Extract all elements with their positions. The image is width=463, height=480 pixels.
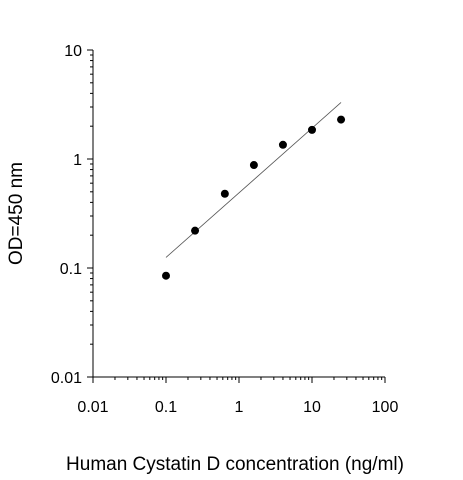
data-point [220, 189, 229, 198]
data-point [162, 271, 170, 280]
data-points [162, 115, 346, 280]
data-point [278, 140, 287, 149]
x-axis-title: Human Cystatin D concentration (ng/ml) [66, 454, 404, 475]
y-tick-label: 10 [64, 43, 82, 60]
x-tick-label: 0.01 [77, 399, 108, 416]
trendline-group [165, 102, 342, 258]
y-tick-label: 0.01 [51, 370, 82, 387]
y-tick-label: 0.1 [60, 261, 82, 278]
data-point [191, 226, 200, 235]
x-tick-label: 0.1 [155, 399, 177, 416]
y-axis-title: OD=450 nm [6, 162, 27, 265]
y-axis-ticks: 0.01 0.1 1 10 [51, 43, 93, 387]
x-tick-label: 10 [303, 399, 321, 416]
data-point [249, 161, 258, 170]
data-point [337, 115, 346, 124]
data-point [308, 125, 316, 134]
x-tick-label: 1 [235, 399, 244, 416]
x-tick-label: 100 [372, 399, 399, 416]
y-tick-label: 1 [73, 152, 82, 169]
x-axis-ticks: 0.01 0.1 1 10 100 [77, 377, 398, 416]
trendline [165, 102, 342, 258]
plot-axes [92, 50, 385, 378]
